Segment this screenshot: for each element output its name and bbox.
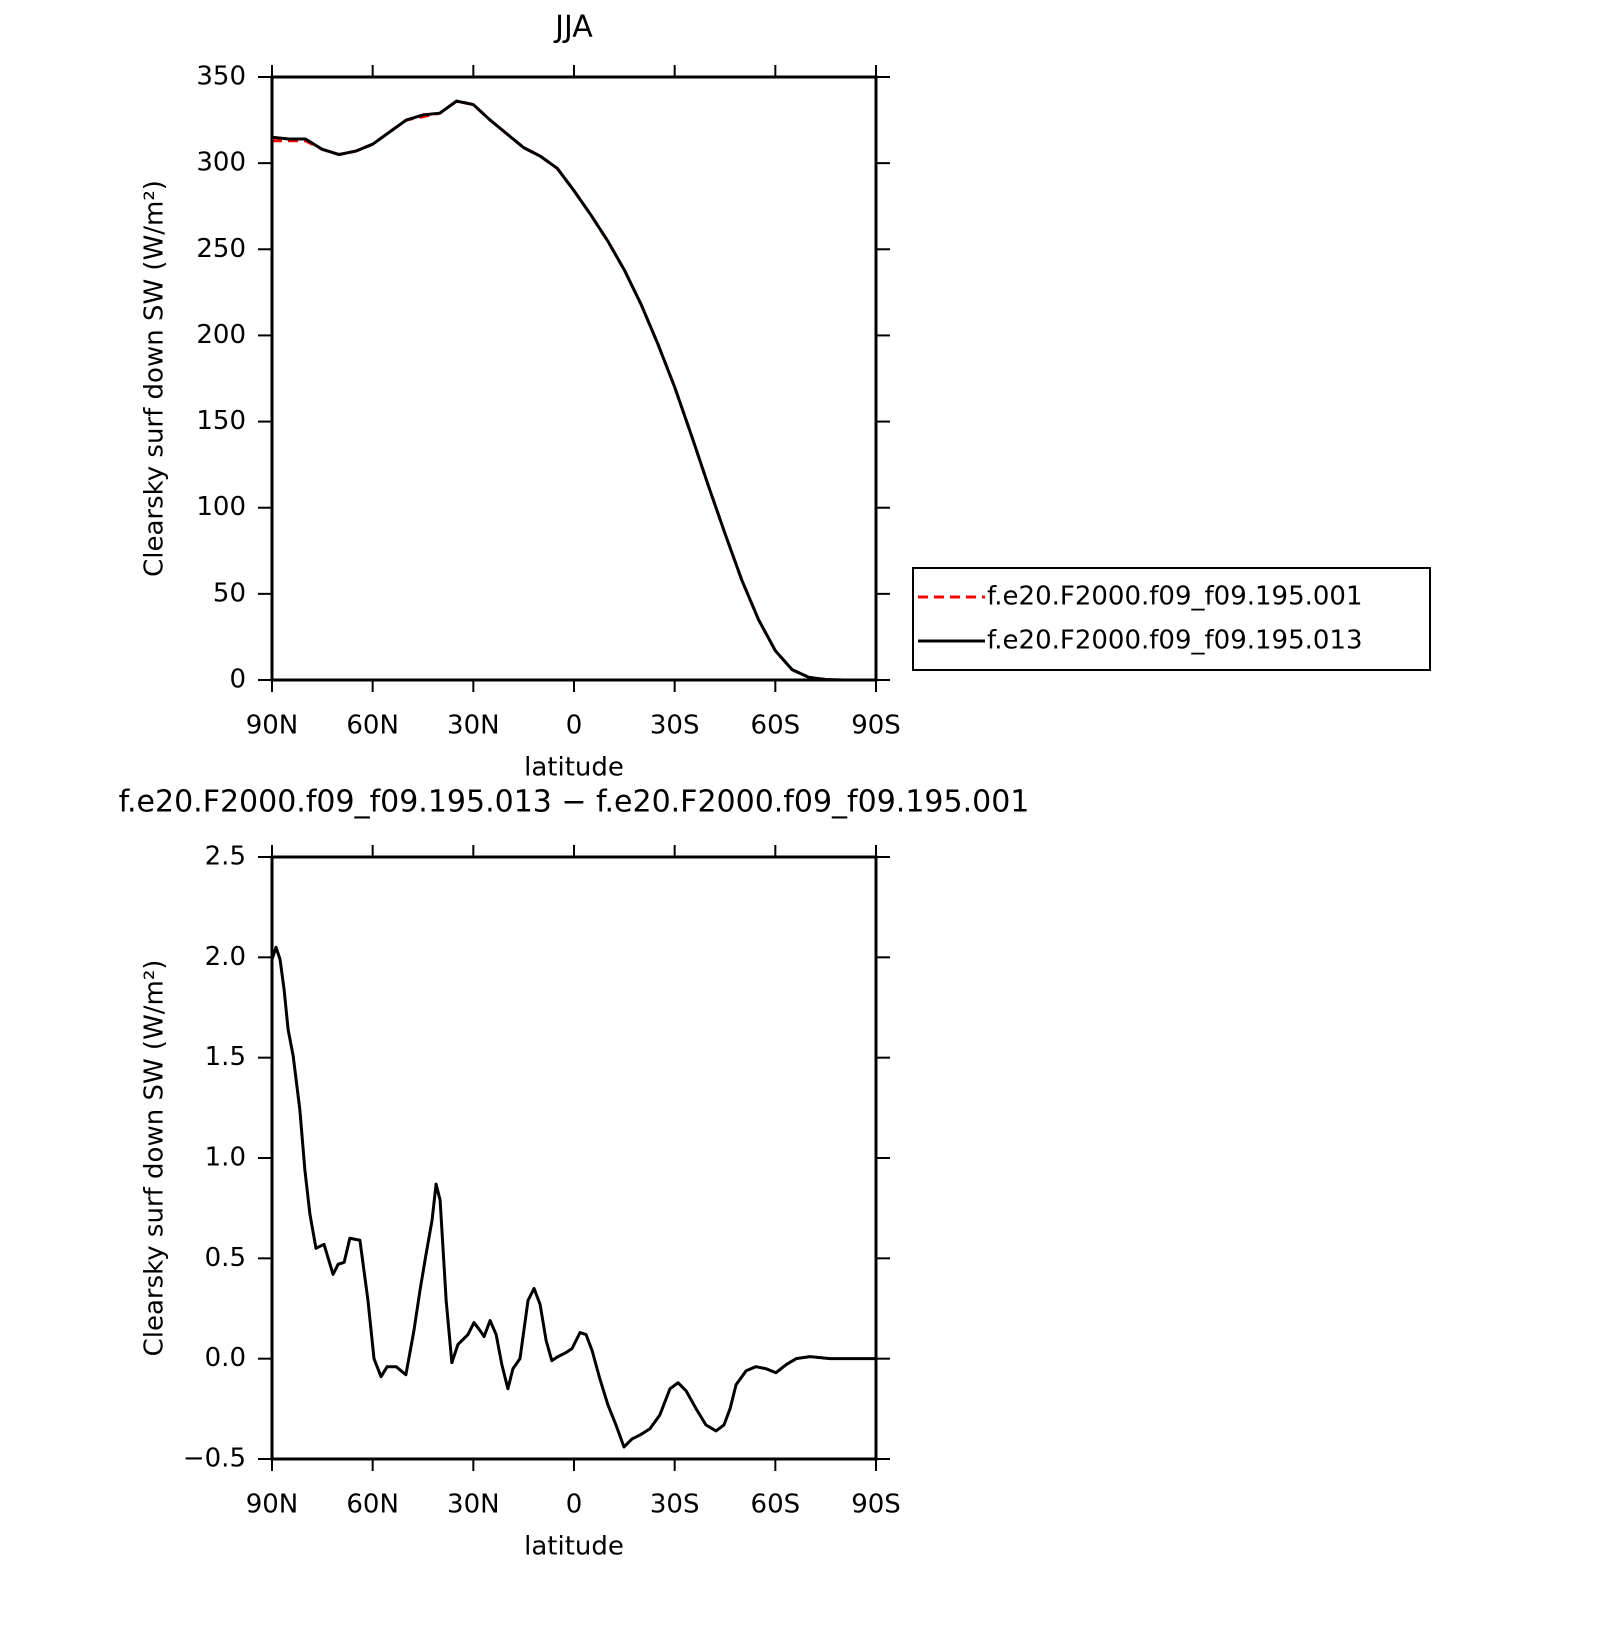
x-tick-label: 30N	[447, 1490, 500, 1520]
y-tick-label: 0.5	[205, 1243, 246, 1273]
y-axis-label: Clearsky surf down SW (W/m²)	[140, 180, 170, 577]
x-tick-label: 30S	[650, 1490, 700, 1520]
y-tick-label: 1.0	[205, 1143, 246, 1173]
data-line	[272, 99, 876, 682]
y-tick-label: 0	[229, 665, 246, 695]
x-tick-label: 60N	[346, 711, 399, 741]
x-tick-label: 90N	[246, 711, 299, 741]
x-tick-label: 30S	[650, 711, 700, 741]
y-tick-label: 200	[196, 320, 246, 350]
y-tick-label: −0.5	[183, 1444, 246, 1474]
y-tick-label: 50	[213, 578, 246, 608]
y-tick-label: 2.5	[205, 842, 246, 872]
y-tick-label: 350	[196, 62, 246, 92]
x-tick-label: 0	[566, 711, 583, 741]
plot-frame	[270, 855, 878, 1461]
x-tick-label: 60N	[346, 1490, 399, 1520]
x-tick-label: 60S	[751, 1490, 801, 1520]
y-tick-label: 1.5	[205, 1042, 246, 1072]
data-line	[270, 945, 876, 1449]
y-axis-label: Clearsky surf down SW (W/m²)	[140, 960, 170, 1357]
legend-box	[912, 567, 1431, 671]
x-tick-label: 30N	[447, 711, 500, 741]
x-tick-label: 0	[566, 1490, 583, 1520]
plot-frame	[270, 75, 878, 682]
x-tick-label: 60S	[751, 711, 801, 741]
x-tick-label: 90S	[851, 711, 901, 741]
y-tick-label: 300	[196, 148, 246, 178]
legend-label: f.e20.F2000.f09_f09.195.013	[987, 626, 1363, 656]
x-axis-label: latitude	[524, 1532, 624, 1562]
chart-title: f.e20.F2000.f09_f09.195.013 − f.e20.F200…	[119, 785, 1030, 820]
x-tick-label: 90N	[246, 1490, 299, 1520]
x-axis-label: latitude	[524, 753, 624, 783]
chart-title: JJA	[553, 10, 593, 45]
data-line	[271, 99, 876, 682]
legend-label: f.e20.F2000.f09_f09.195.001	[987, 582, 1363, 612]
y-tick-label: 150	[196, 406, 246, 436]
y-tick-label: 250	[196, 234, 246, 264]
y-tick-label: 100	[196, 492, 246, 522]
x-tick-label: 90S	[851, 1490, 901, 1520]
y-tick-label: 0.0	[205, 1343, 246, 1373]
y-tick-label: 2.0	[205, 942, 246, 972]
